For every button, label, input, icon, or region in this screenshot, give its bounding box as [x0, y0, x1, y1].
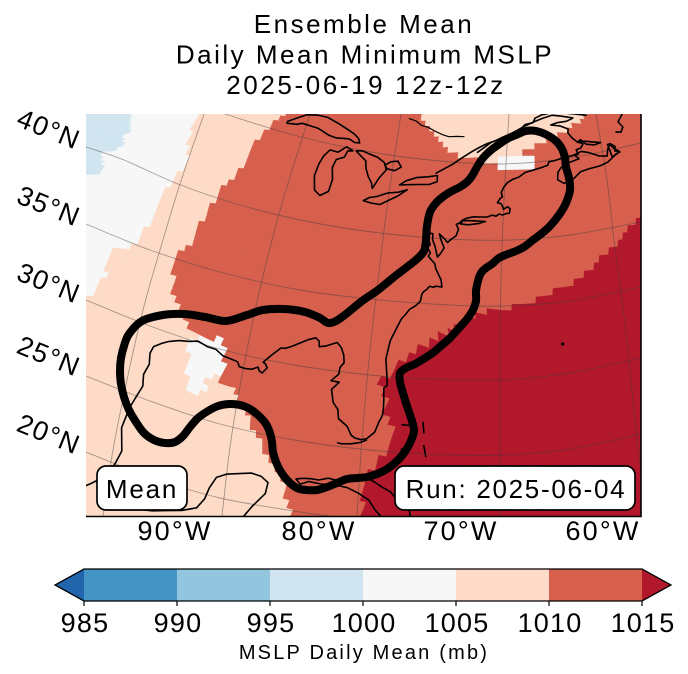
svg-text:Daily Mean Minimum MSLP: Daily Mean Minimum MSLP: [176, 40, 554, 70]
svg-text:Run: 2025-06-04: Run: 2025-06-04: [406, 474, 627, 504]
svg-text:70°W: 70°W: [423, 516, 498, 546]
svg-text:995: 995: [247, 608, 296, 638]
svg-text:35°N: 35°N: [13, 180, 85, 232]
svg-text:2025-06-19 12z-12z: 2025-06-19 12z-12z: [226, 70, 506, 100]
svg-text:60°W: 60°W: [565, 516, 640, 546]
svg-text:1005: 1005: [425, 608, 490, 638]
svg-text:30°N: 30°N: [13, 257, 85, 309]
svg-text:20°N: 20°N: [13, 408, 85, 460]
svg-text:Ensemble Mean: Ensemble Mean: [254, 9, 474, 39]
svg-text:90°W: 90°W: [137, 516, 212, 546]
svg-text:985: 985: [61, 608, 110, 638]
svg-text:1015: 1015: [611, 608, 676, 638]
svg-text:1000: 1000: [332, 608, 397, 638]
svg-text:40°N: 40°N: [13, 103, 85, 155]
svg-text:Mean: Mean: [106, 474, 178, 504]
svg-text:990: 990: [154, 608, 203, 638]
svg-text:MSLP Daily Mean (mb): MSLP Daily Mean (mb): [239, 642, 489, 664]
svg-text:25°N: 25°N: [13, 330, 85, 382]
svg-text:1010: 1010: [518, 608, 583, 638]
svg-text:80°W: 80°W: [281, 516, 356, 546]
